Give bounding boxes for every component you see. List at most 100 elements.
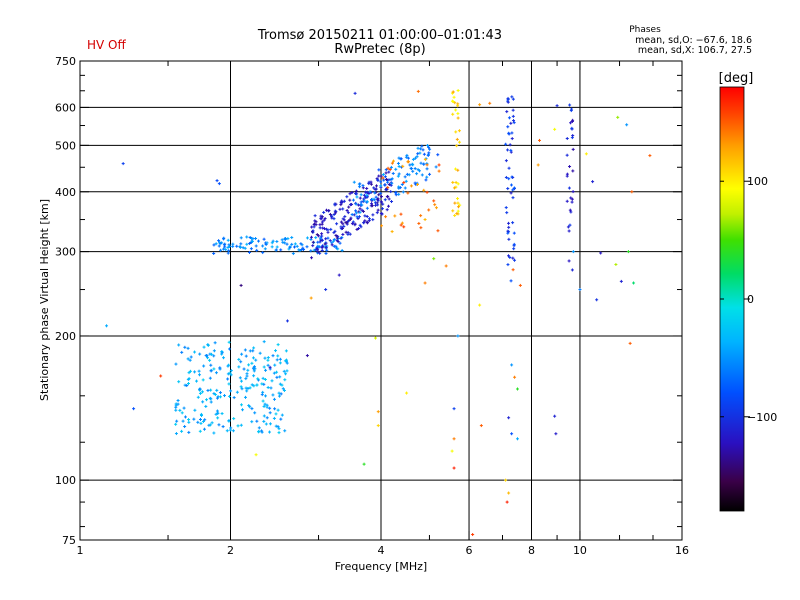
point-mark <box>346 195 348 199</box>
point-mark <box>479 303 481 307</box>
data-point <box>275 245 279 249</box>
data-point <box>506 231 510 235</box>
point-mark <box>210 397 212 401</box>
point-mark <box>276 358 278 362</box>
point-mark <box>405 155 407 159</box>
data-point <box>239 403 243 407</box>
data-point <box>318 226 322 230</box>
point-mark <box>264 402 266 406</box>
point-mark <box>175 405 177 409</box>
point-mark <box>508 254 510 258</box>
point-mark <box>202 419 204 423</box>
point-mark <box>456 137 458 141</box>
point-mark <box>275 412 277 416</box>
point-mark <box>404 186 406 190</box>
data-point <box>239 385 243 389</box>
data-point <box>349 217 353 221</box>
data-point <box>458 203 462 207</box>
data-point <box>314 236 318 240</box>
point-mark <box>508 237 510 241</box>
data-point <box>363 219 367 223</box>
data-point <box>209 400 213 404</box>
point-mark <box>377 208 379 212</box>
point-mark <box>398 192 400 196</box>
data-point <box>397 172 401 176</box>
point-mark <box>251 361 253 365</box>
point-mark <box>368 219 370 223</box>
point-mark <box>388 178 390 182</box>
data-point <box>414 183 418 187</box>
data-point <box>390 230 394 234</box>
data-point <box>379 200 383 204</box>
data-point <box>232 396 236 400</box>
point-mark <box>419 151 421 155</box>
data-point <box>648 154 652 158</box>
point-mark <box>278 394 280 398</box>
point-mark <box>272 393 274 397</box>
data-point <box>283 429 287 433</box>
point-mark <box>190 355 192 359</box>
data-point <box>371 218 375 222</box>
data-point <box>584 152 588 156</box>
point-mark <box>375 195 377 199</box>
data-point <box>238 376 242 380</box>
data-point <box>290 242 294 246</box>
data-point <box>488 101 492 105</box>
point-mark <box>203 364 205 368</box>
point-mark <box>508 132 510 136</box>
data-point <box>198 352 202 356</box>
data-point <box>506 187 510 191</box>
point-mark <box>210 352 212 356</box>
point-mark <box>376 211 378 215</box>
data-point <box>311 244 315 248</box>
point-mark <box>252 356 254 360</box>
data-point <box>347 219 351 223</box>
data-point <box>223 245 227 249</box>
point-mark <box>302 246 304 250</box>
data-point <box>275 375 279 379</box>
point-mark <box>272 354 274 358</box>
point-mark <box>426 190 428 194</box>
data-point <box>273 407 277 411</box>
data-point <box>208 352 212 356</box>
data-point <box>266 358 270 362</box>
data-point <box>213 341 217 345</box>
data-point <box>422 162 426 166</box>
data-point <box>339 203 343 207</box>
point-mark <box>218 239 220 243</box>
data-point <box>266 386 270 390</box>
data-point <box>177 343 181 347</box>
data-point <box>252 369 256 373</box>
point-mark <box>246 389 248 393</box>
point-mark <box>213 349 215 353</box>
data-point <box>121 162 125 166</box>
data-point <box>428 147 432 151</box>
data-point <box>352 180 356 184</box>
point-mark <box>276 375 278 379</box>
y-tick-label: 600 <box>55 101 76 114</box>
point-mark <box>510 150 512 154</box>
point-mark <box>175 403 177 407</box>
point-mark <box>410 184 412 188</box>
data-point <box>411 169 415 173</box>
data-point <box>316 245 320 249</box>
data-point <box>437 169 441 173</box>
data-point <box>227 419 231 423</box>
data-point <box>510 131 514 135</box>
data-point <box>456 168 460 172</box>
point-mark <box>511 363 513 367</box>
data-point <box>222 243 226 247</box>
data-point <box>319 217 323 221</box>
data-point <box>384 215 388 219</box>
point-mark <box>507 100 509 104</box>
point-mark <box>454 101 456 105</box>
point-mark <box>230 369 232 373</box>
point-mark <box>376 201 378 205</box>
y-tick-label: 400 <box>55 186 76 199</box>
point-mark <box>569 223 571 227</box>
point-mark <box>202 400 204 404</box>
data-point <box>571 190 575 194</box>
point-mark <box>512 221 514 225</box>
point-mark <box>347 211 349 215</box>
point-mark <box>399 186 401 190</box>
